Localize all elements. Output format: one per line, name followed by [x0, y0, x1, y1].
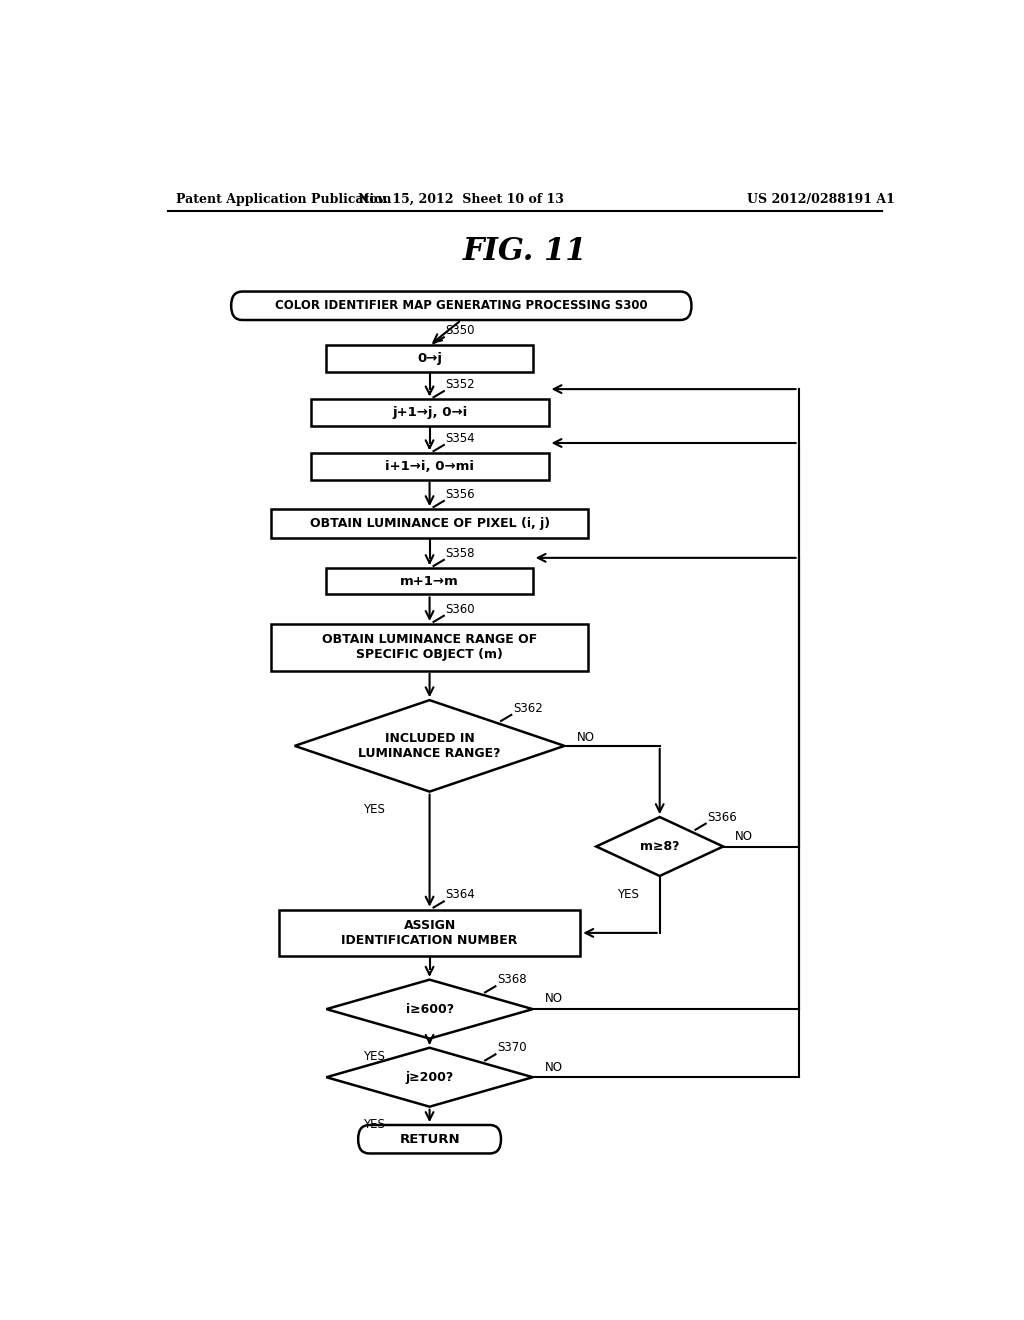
Bar — [270, 624, 588, 671]
Text: NO: NO — [545, 993, 562, 1006]
Text: S360: S360 — [445, 603, 475, 615]
Text: NO: NO — [735, 830, 753, 843]
Polygon shape — [596, 817, 723, 876]
Bar — [270, 510, 588, 537]
Bar — [279, 909, 581, 956]
Text: S366: S366 — [708, 810, 737, 824]
Text: OBTAIN LUMINANCE OF PIXEL (i, j): OBTAIN LUMINANCE OF PIXEL (i, j) — [309, 517, 550, 529]
Text: S364: S364 — [445, 888, 475, 902]
Text: S352: S352 — [445, 378, 475, 391]
Text: 0→j: 0→j — [417, 352, 442, 366]
Polygon shape — [295, 700, 564, 792]
Text: COLOR IDENTIFIER MAP GENERATING PROCESSING S300: COLOR IDENTIFIER MAP GENERATING PROCESSI… — [275, 300, 647, 313]
Text: FIG. 11: FIG. 11 — [463, 236, 587, 268]
Text: NO: NO — [577, 731, 594, 744]
Text: S358: S358 — [445, 546, 475, 560]
Bar — [327, 568, 532, 594]
Text: i≥600?: i≥600? — [406, 1003, 454, 1015]
Text: ASSIGN
IDENTIFICATION NUMBER: ASSIGN IDENTIFICATION NUMBER — [341, 919, 518, 946]
Text: S350: S350 — [445, 325, 475, 338]
FancyBboxPatch shape — [231, 292, 691, 319]
Text: INCLUDED IN
LUMINANCE RANGE?: INCLUDED IN LUMINANCE RANGE? — [358, 731, 501, 760]
Text: YES: YES — [364, 1051, 385, 1064]
Text: YES: YES — [617, 888, 639, 900]
Polygon shape — [327, 979, 532, 1039]
Polygon shape — [327, 1048, 532, 1106]
Text: YES: YES — [364, 804, 385, 816]
Text: S370: S370 — [497, 1041, 526, 1055]
Text: S368: S368 — [497, 973, 526, 986]
Text: m+1→m: m+1→m — [400, 574, 459, 587]
Text: NO: NO — [545, 1060, 562, 1073]
Bar — [310, 453, 549, 479]
Text: RETURN: RETURN — [399, 1133, 460, 1146]
Text: YES: YES — [364, 1118, 385, 1131]
Text: S354: S354 — [445, 432, 475, 445]
Bar — [327, 346, 532, 372]
Text: i+1→i, 0→mi: i+1→i, 0→mi — [385, 459, 474, 473]
Text: m≥8?: m≥8? — [640, 840, 680, 853]
Text: Patent Application Publication: Patent Application Publication — [176, 193, 391, 206]
Text: Nov. 15, 2012  Sheet 10 of 13: Nov. 15, 2012 Sheet 10 of 13 — [358, 193, 564, 206]
Text: US 2012/0288191 A1: US 2012/0288191 A1 — [748, 193, 895, 206]
Bar — [310, 399, 549, 426]
Text: OBTAIN LUMINANCE RANGE OF
SPECIFIC OBJECT (m): OBTAIN LUMINANCE RANGE OF SPECIFIC OBJEC… — [322, 634, 538, 661]
Text: S356: S356 — [445, 488, 475, 500]
Text: S362: S362 — [513, 702, 543, 715]
Text: j+1→j, 0→i: j+1→j, 0→i — [392, 407, 467, 418]
FancyBboxPatch shape — [358, 1125, 501, 1154]
Text: j≥200?: j≥200? — [406, 1071, 454, 1084]
